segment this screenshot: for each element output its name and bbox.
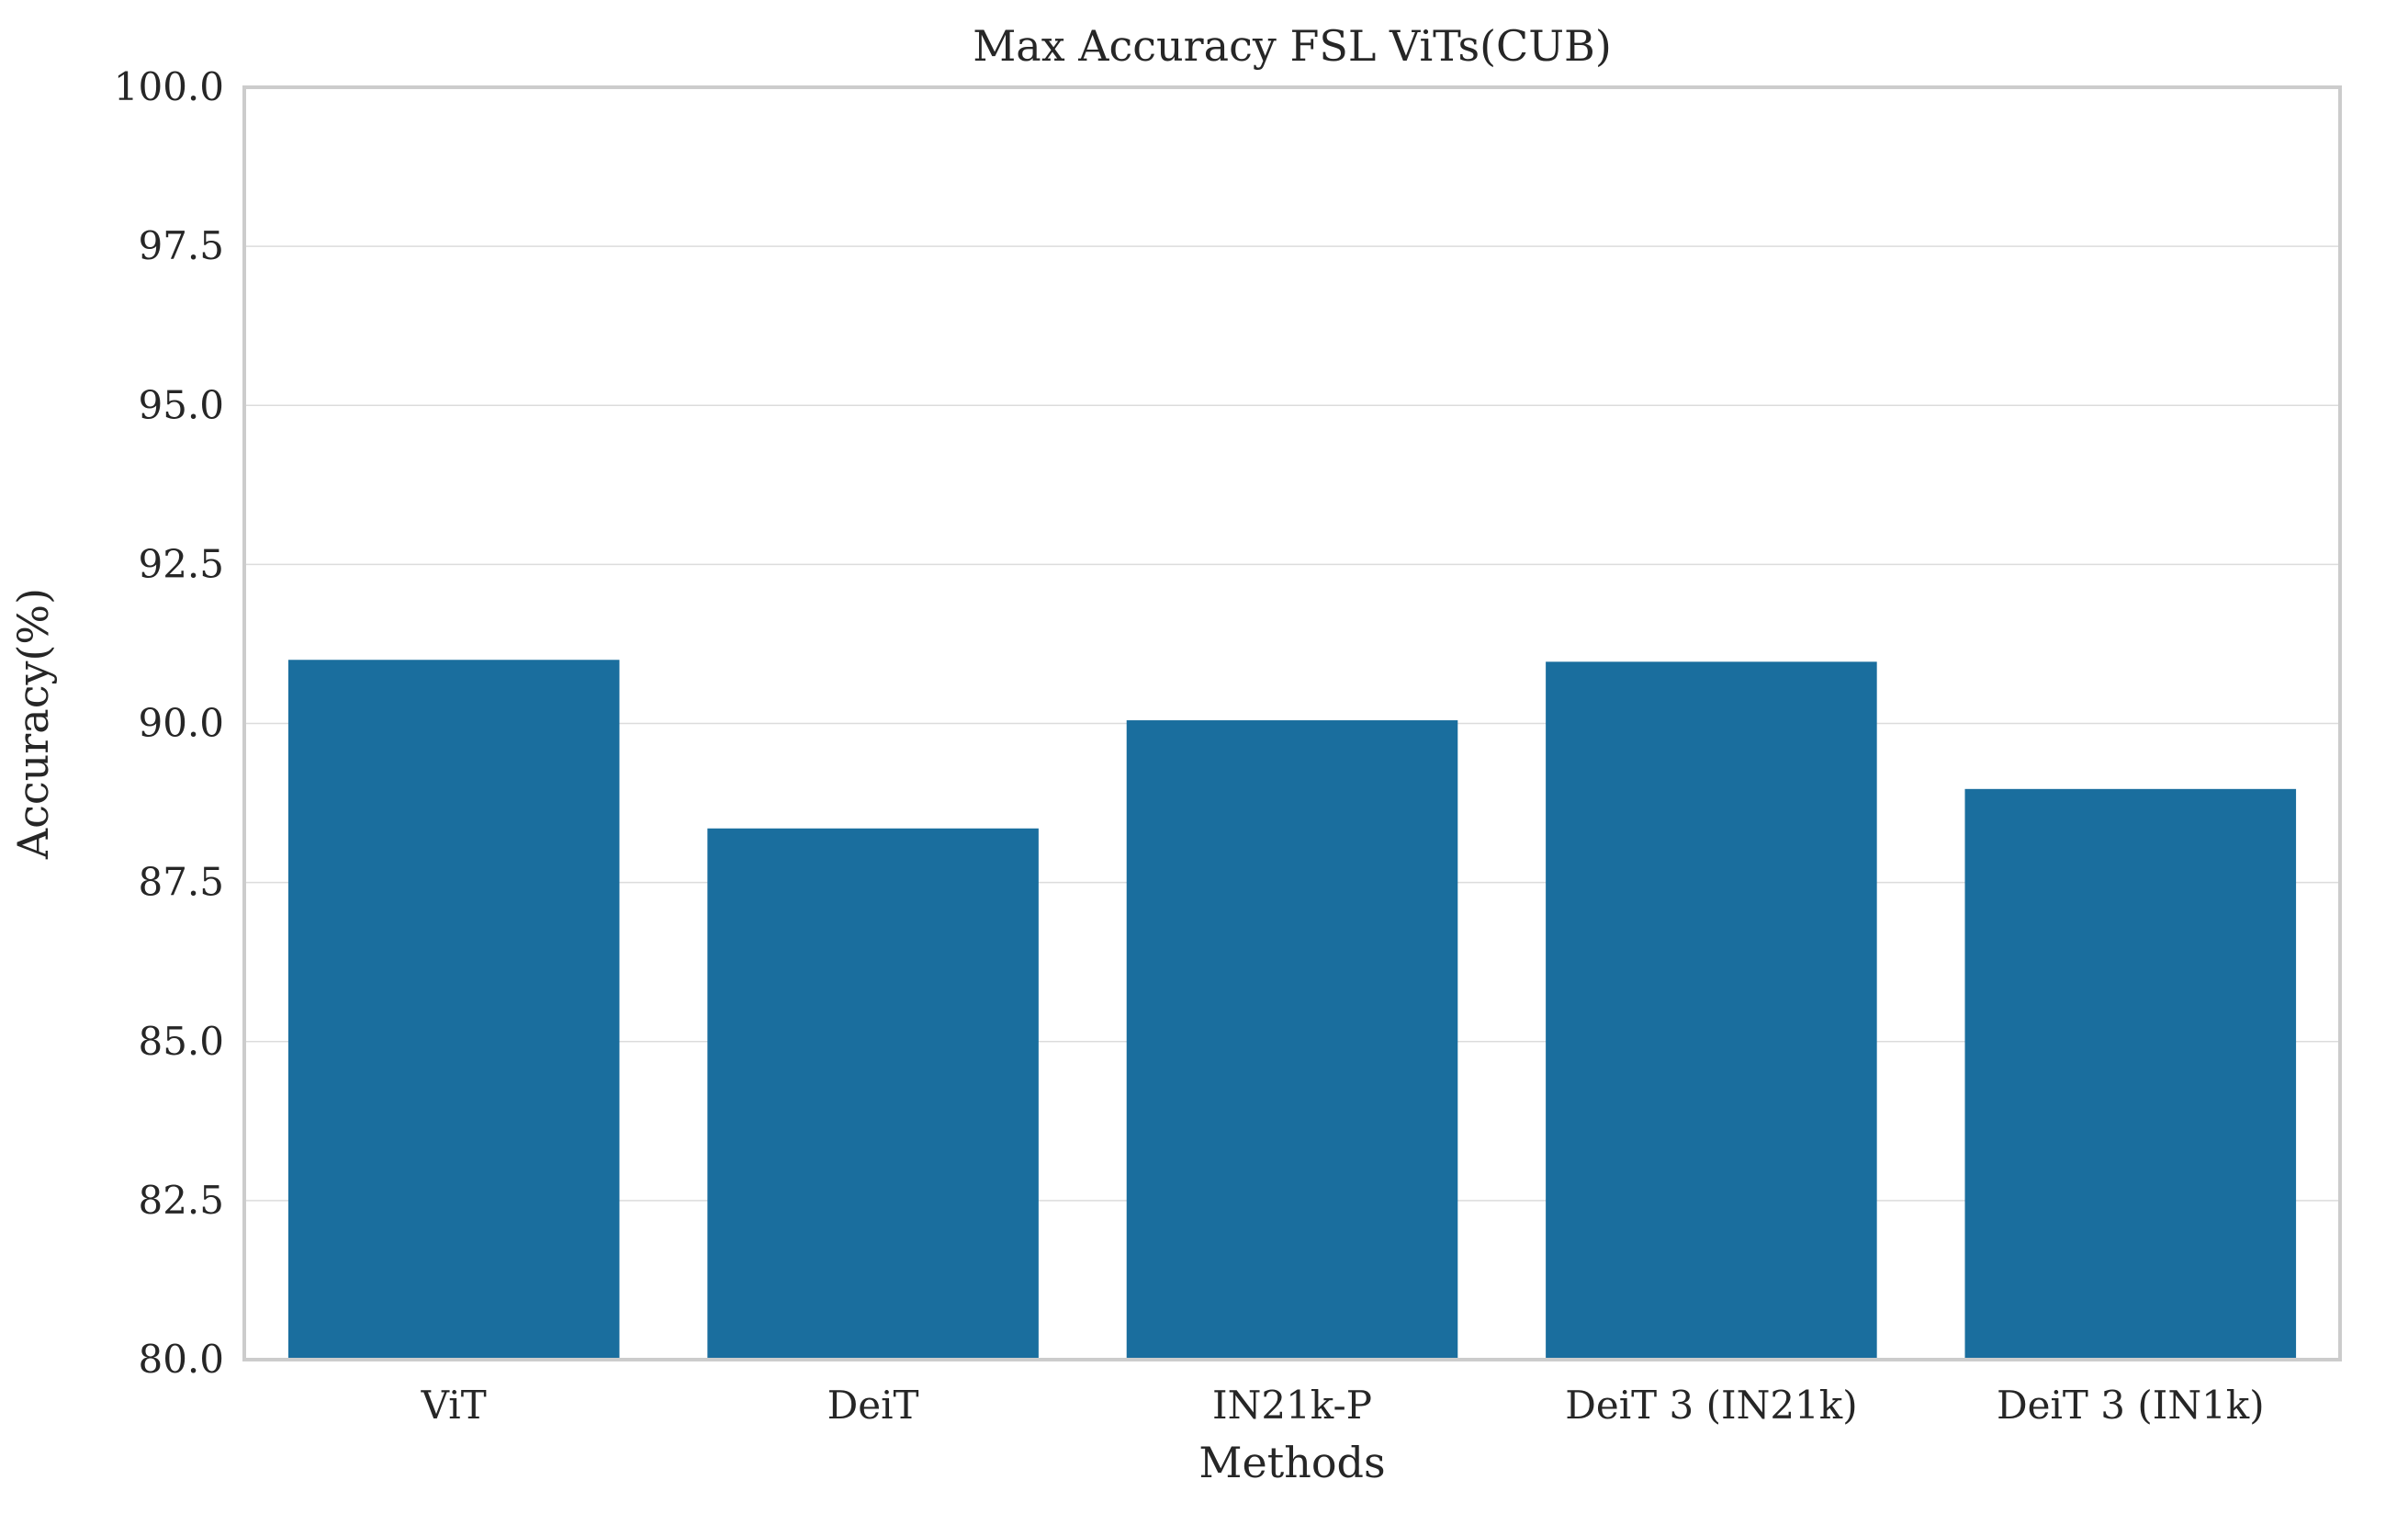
x-tick-label: DeiT 3 (IN1k) <box>1997 1383 2265 1428</box>
bar <box>1546 661 1877 1358</box>
y-tick-label: 100.0 <box>114 64 224 109</box>
y-tick-label: 90.0 <box>138 701 224 746</box>
x-tick-label: DeiT 3 (IN21k) <box>1565 1383 1857 1428</box>
y-axis-ticks: 80.0 82.5 85.0 87.5 90.0 92.5 95.0 97.5 100.0 <box>114 64 224 1382</box>
y-tick-label: 92.5 <box>138 541 224 586</box>
plot-frame <box>242 85 2342 1361</box>
x-tick-label: IN21k-P <box>1212 1383 1372 1428</box>
y-tick-label: 82.5 <box>138 1178 224 1223</box>
x-axis-label: Methods <box>1198 1438 1385 1487</box>
bar <box>1126 720 1458 1358</box>
y-tick-label: 97.5 <box>138 223 224 268</box>
y-tick-label: 95.0 <box>138 382 224 427</box>
bar <box>287 660 620 1358</box>
y-axis-label: Accuracy(%) <box>8 588 58 860</box>
x-tick-label: ViT <box>421 1383 487 1428</box>
bars <box>287 660 2297 1358</box>
y-tick-label: 87.5 <box>138 860 224 905</box>
y-tick-label: 85.0 <box>138 1019 224 1064</box>
x-axis-ticks: ViT DeiT IN21k-P DeiT 3 (IN21k) DeiT 3 (IN1k… <box>421 1383 2265 1428</box>
bar <box>707 828 1039 1358</box>
bar <box>1964 788 2297 1358</box>
chart-title: Max Accuracy FSL ViTs(CUB) <box>973 21 1612 71</box>
x-tick-label: DeiT <box>827 1383 919 1428</box>
y-tick-label: 80.0 <box>138 1337 224 1382</box>
